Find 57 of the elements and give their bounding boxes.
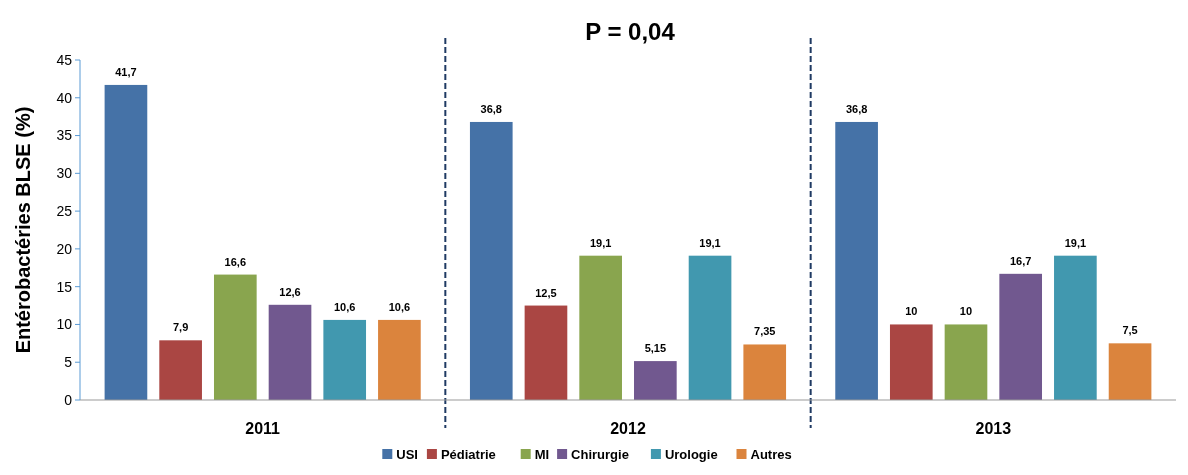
chart-title: P = 0,04 (585, 18, 676, 45)
x-tick-label: 2012 (610, 420, 646, 437)
data-label: 10 (905, 305, 918, 318)
y-tick-label: 20 (56, 240, 73, 257)
bar (835, 121, 878, 400)
data-label: 16,6 (224, 255, 247, 268)
bar (999, 273, 1043, 400)
bar (1054, 255, 1097, 400)
x-tick-label: 2011 (245, 420, 281, 437)
bar (524, 305, 568, 400)
bar (104, 84, 148, 400)
y-tick-label: 45 (56, 51, 73, 68)
bar (743, 344, 787, 400)
legend-label: Urologie (664, 447, 718, 462)
y-tick-label: 40 (56, 89, 73, 106)
y-tick-label: 25 (56, 203, 73, 220)
y-tick-label: 5 (64, 354, 73, 371)
y-axis-title: Entérobactéries BLSE (%) (12, 106, 34, 354)
data-label: 12,5 (535, 286, 557, 299)
data-label: 7,5 (1122, 324, 1138, 337)
legend-label: Chirurgie (571, 447, 629, 462)
bar (634, 361, 677, 400)
y-tick-label: 10 (56, 316, 73, 333)
y-tick-label: 0 (64, 391, 73, 408)
y-tick-label: 35 (56, 127, 73, 144)
bar (469, 121, 513, 400)
legend-label: USI (396, 447, 418, 462)
legend-label: MI (534, 447, 550, 462)
bar (1108, 343, 1152, 400)
data-label: 16,7 (1009, 254, 1032, 267)
legend-label: Autres (750, 447, 792, 462)
data-label: 19,1 (1064, 236, 1087, 249)
data-label: 41,7 (115, 65, 137, 78)
data-label: 5,15 (644, 342, 667, 355)
legend-label: Pédiatrie (440, 447, 496, 462)
bar (378, 319, 421, 400)
bar (944, 324, 988, 400)
bar (268, 304, 312, 400)
data-label: 36,8 (480, 102, 502, 115)
bar (889, 324, 933, 400)
data-label: 12,6 (279, 285, 301, 298)
data-label: 10,6 (388, 300, 411, 313)
bar (688, 255, 732, 400)
data-label: 10,6 (333, 300, 356, 313)
data-label: 36,8 (845, 102, 868, 115)
bar (159, 340, 202, 400)
bar (323, 319, 367, 400)
bar (213, 274, 257, 400)
data-label: 7,9 (172, 321, 189, 334)
bar (579, 255, 622, 400)
data-label: 7,35 (754, 325, 776, 338)
x-tick-label: 2013 (975, 420, 1012, 437)
y-tick-label: 30 (56, 165, 73, 182)
data-label: 19,1 (699, 236, 721, 249)
data-label: 19,1 (589, 236, 612, 249)
y-tick-label: 15 (56, 278, 73, 295)
data-label: 10 (959, 305, 973, 318)
